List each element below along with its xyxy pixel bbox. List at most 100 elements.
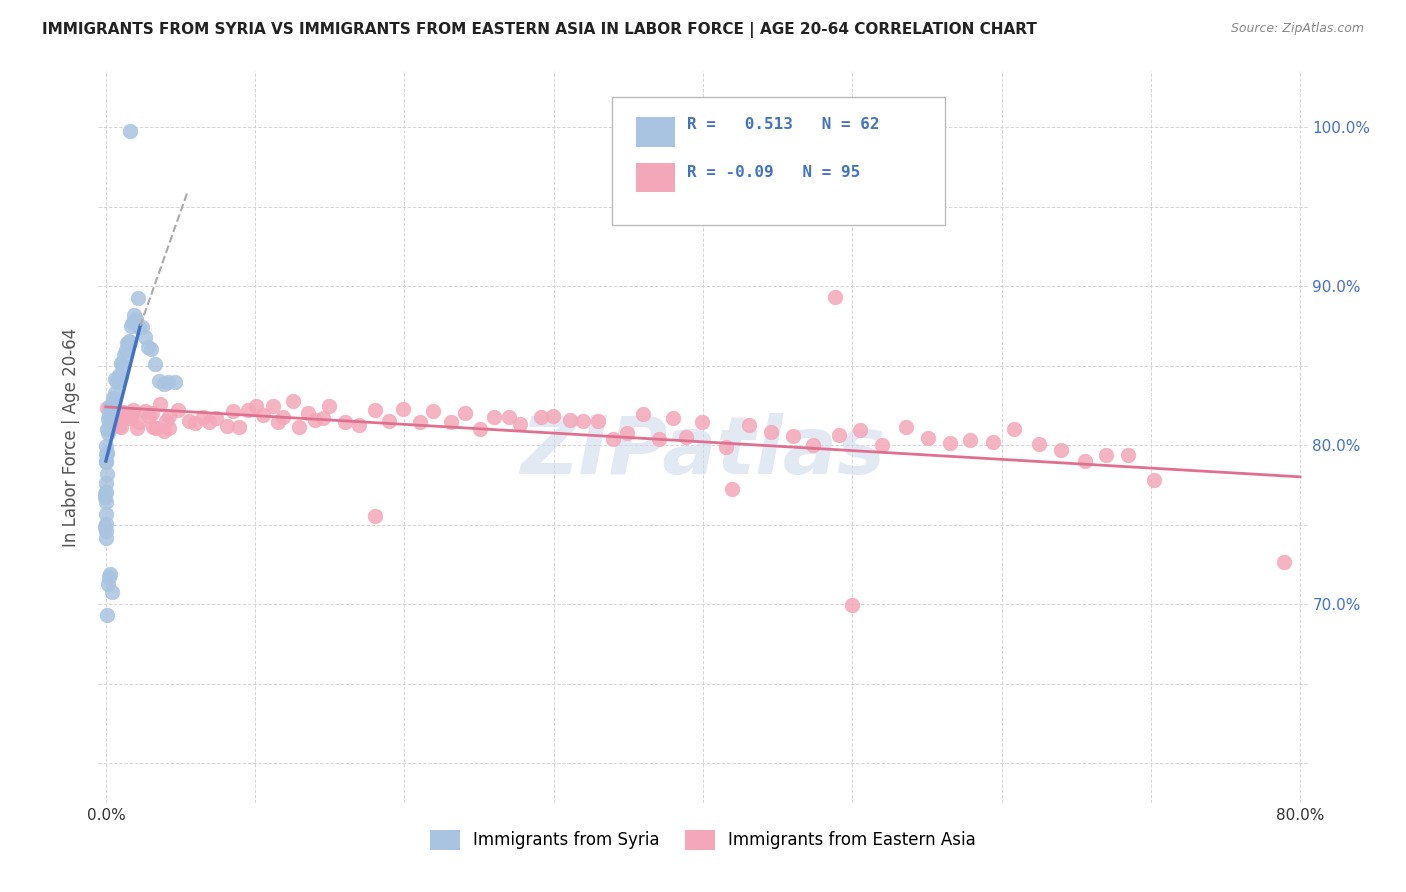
Point — [509, 417, 531, 432]
Point — [198, 415, 221, 429]
Point — [118, 335, 141, 350]
Point — [184, 416, 207, 430]
Point — [1272, 555, 1295, 569]
Point — [127, 291, 149, 305]
Point — [94, 475, 117, 490]
Point — [97, 570, 120, 584]
Point — [297, 407, 319, 421]
Point — [115, 335, 138, 350]
Point — [165, 375, 187, 389]
Point — [94, 507, 117, 521]
Point — [468, 422, 491, 436]
Point — [94, 447, 117, 461]
Point — [108, 368, 131, 382]
Point — [101, 401, 124, 415]
Point — [110, 368, 132, 383]
Point — [714, 440, 737, 454]
Point — [828, 428, 851, 442]
Point — [347, 417, 370, 432]
Point — [616, 425, 638, 440]
Point — [157, 409, 180, 424]
Point — [1002, 421, 1025, 435]
Point — [97, 412, 120, 426]
Point — [312, 411, 335, 425]
Point — [94, 516, 117, 531]
Point — [238, 403, 260, 417]
Point — [145, 421, 167, 435]
Point — [94, 486, 117, 500]
Point — [112, 348, 135, 362]
Point — [364, 402, 387, 417]
Point — [482, 409, 505, 424]
Point — [894, 419, 917, 434]
Point — [1143, 473, 1166, 487]
Point — [648, 432, 671, 446]
Point — [125, 421, 148, 435]
Point — [98, 567, 121, 582]
Point — [111, 405, 134, 419]
Point — [152, 376, 174, 391]
Point — [120, 318, 142, 333]
Point — [422, 404, 444, 418]
Point — [136, 340, 159, 354]
Point — [288, 420, 311, 434]
Point — [530, 410, 553, 425]
Point — [110, 356, 132, 370]
Point — [721, 482, 744, 496]
Point — [110, 419, 132, 434]
Point — [97, 422, 120, 436]
Y-axis label: In Labor Force | Age 20-64: In Labor Force | Age 20-64 — [62, 327, 80, 547]
Point — [541, 409, 564, 423]
Point — [245, 399, 267, 413]
Point — [318, 399, 340, 413]
Point — [661, 411, 683, 425]
Point — [96, 446, 118, 460]
FancyBboxPatch shape — [613, 97, 945, 225]
Point — [157, 421, 180, 435]
Point — [124, 308, 146, 322]
Point — [939, 435, 962, 450]
Point — [96, 422, 118, 436]
Point — [304, 413, 326, 427]
Point — [118, 334, 141, 348]
Point — [981, 435, 1004, 450]
Point — [105, 409, 128, 424]
Point — [97, 577, 120, 591]
Point — [94, 531, 117, 545]
Point — [661, 200, 683, 214]
Point — [104, 406, 127, 420]
Text: Source: ZipAtlas.com: Source: ZipAtlas.com — [1230, 22, 1364, 36]
Point — [94, 494, 117, 508]
Point — [131, 320, 153, 334]
Point — [498, 409, 520, 424]
Text: ZIPatlas: ZIPatlas — [520, 413, 886, 491]
Point — [454, 406, 477, 420]
Point — [105, 375, 128, 389]
Point — [108, 419, 131, 434]
FancyBboxPatch shape — [637, 118, 675, 146]
Point — [104, 386, 127, 401]
Point — [738, 418, 761, 433]
Point — [824, 289, 846, 303]
Point — [152, 424, 174, 438]
Point — [143, 357, 166, 371]
Point — [228, 420, 250, 434]
Point — [262, 399, 284, 413]
Point — [761, 425, 783, 439]
Point — [94, 439, 117, 453]
Legend: Immigrants from Syria, Immigrants from Eastern Asia: Immigrants from Syria, Immigrants from E… — [423, 823, 983, 856]
Point — [155, 414, 177, 428]
Point — [101, 397, 124, 411]
Point — [675, 430, 697, 444]
Point — [205, 411, 228, 425]
Point — [107, 373, 129, 387]
Point — [378, 414, 401, 428]
Text: R =   0.513   N = 62: R = 0.513 N = 62 — [688, 117, 880, 132]
Point — [271, 410, 294, 425]
Point — [128, 415, 150, 429]
Point — [917, 431, 939, 445]
Point — [141, 406, 163, 420]
Point — [391, 401, 413, 416]
Point — [94, 484, 117, 499]
Point — [103, 416, 125, 430]
